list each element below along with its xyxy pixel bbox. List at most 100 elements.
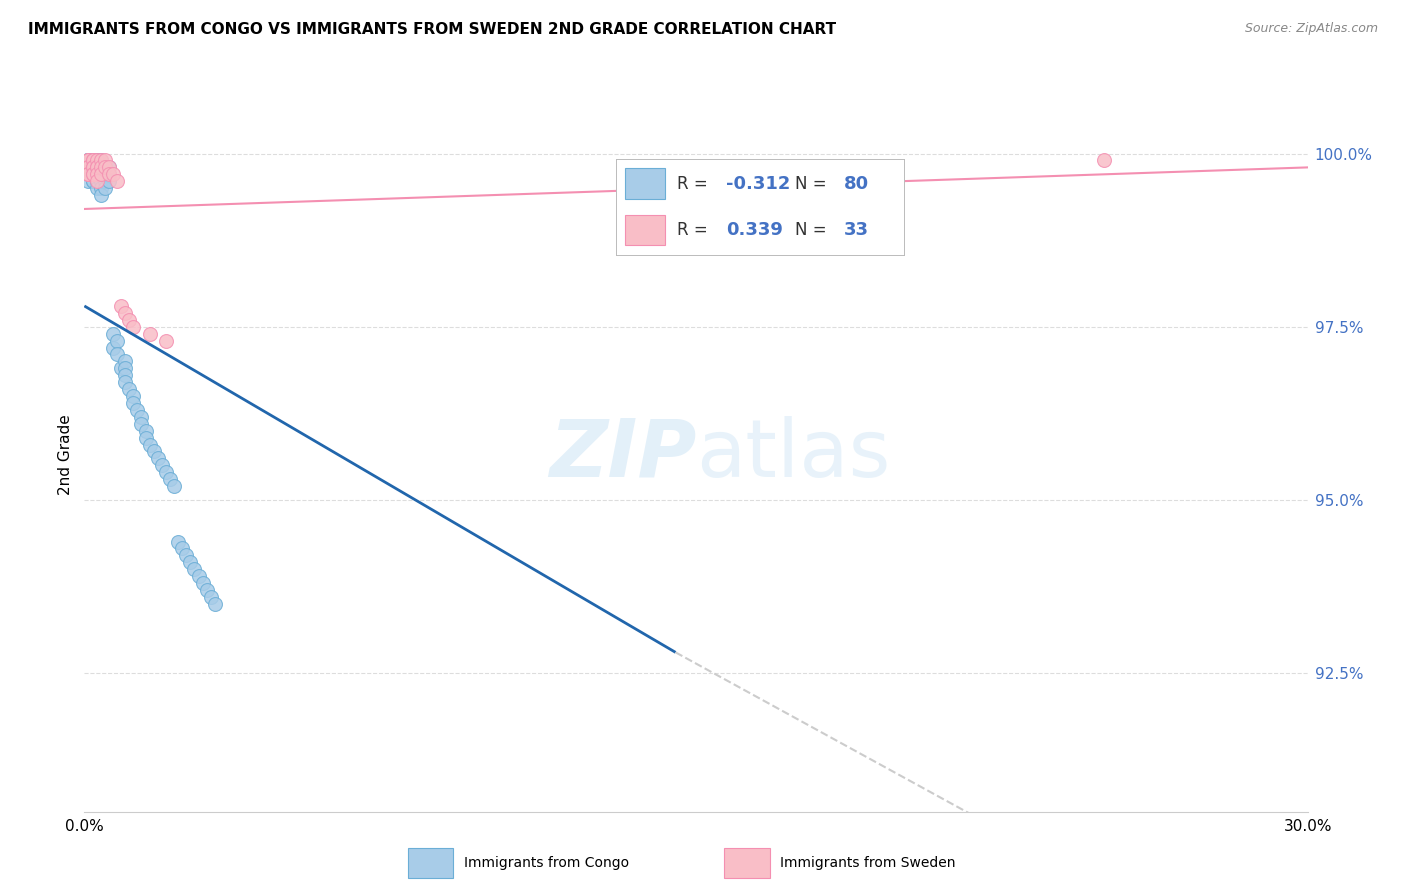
Point bbox=[90, 161, 112, 175]
Point bbox=[86, 161, 108, 175]
Point bbox=[131, 409, 153, 424]
Point bbox=[114, 375, 136, 389]
Point bbox=[110, 299, 132, 313]
Point bbox=[86, 167, 108, 181]
Point bbox=[187, 569, 209, 583]
Text: 0.339: 0.339 bbox=[725, 221, 783, 239]
Point bbox=[146, 451, 169, 466]
Point bbox=[101, 326, 124, 341]
Point bbox=[82, 153, 104, 168]
Point bbox=[82, 161, 104, 175]
Point bbox=[172, 541, 194, 556]
Text: Immigrants from Congo: Immigrants from Congo bbox=[464, 856, 628, 870]
Point bbox=[122, 389, 145, 403]
Point bbox=[86, 174, 108, 188]
Point bbox=[77, 161, 100, 175]
Text: atlas: atlas bbox=[696, 416, 890, 494]
Point bbox=[114, 368, 136, 383]
Point bbox=[86, 153, 108, 168]
Point bbox=[179, 555, 201, 569]
Text: R =: R = bbox=[676, 175, 713, 193]
Point bbox=[97, 167, 120, 181]
Point bbox=[90, 153, 112, 168]
Point bbox=[77, 161, 100, 175]
Point bbox=[150, 458, 173, 473]
Point bbox=[90, 153, 112, 168]
Point bbox=[77, 167, 100, 181]
Point bbox=[195, 582, 218, 597]
Point bbox=[90, 161, 112, 175]
Point bbox=[86, 161, 108, 175]
Point bbox=[93, 167, 117, 181]
Point bbox=[101, 341, 124, 355]
Point bbox=[127, 403, 149, 417]
Point bbox=[131, 417, 153, 431]
Point bbox=[97, 174, 120, 188]
Point bbox=[183, 562, 205, 576]
Point bbox=[191, 576, 214, 591]
Point bbox=[86, 161, 108, 175]
Point bbox=[82, 167, 104, 181]
Point bbox=[105, 334, 128, 348]
Point bbox=[82, 153, 104, 168]
Point bbox=[86, 181, 108, 195]
Bar bbox=[626, 169, 665, 199]
Point bbox=[97, 167, 120, 181]
Point bbox=[138, 437, 160, 451]
Point bbox=[82, 153, 104, 168]
Point bbox=[82, 153, 104, 168]
Point bbox=[163, 479, 186, 493]
Point bbox=[90, 174, 112, 188]
Point bbox=[82, 167, 104, 181]
Point bbox=[86, 161, 108, 175]
Point bbox=[155, 334, 177, 348]
Point bbox=[159, 472, 181, 486]
Point bbox=[82, 161, 104, 175]
Point bbox=[77, 153, 100, 168]
Text: N =: N = bbox=[794, 221, 831, 239]
Point bbox=[77, 153, 100, 168]
Point bbox=[82, 161, 104, 175]
Point bbox=[77, 153, 100, 168]
Point bbox=[82, 167, 104, 181]
Point bbox=[77, 167, 100, 181]
Point bbox=[82, 174, 104, 188]
Point bbox=[86, 167, 108, 181]
Point bbox=[200, 590, 222, 604]
Point bbox=[77, 153, 100, 168]
Point bbox=[135, 424, 157, 438]
Point bbox=[1092, 153, 1115, 168]
Point bbox=[90, 167, 112, 181]
Bar bbox=[626, 215, 665, 245]
Text: N =: N = bbox=[794, 175, 831, 193]
Point bbox=[105, 174, 128, 188]
Point bbox=[97, 161, 120, 175]
Point bbox=[105, 347, 128, 361]
Point bbox=[155, 465, 177, 479]
Point bbox=[93, 161, 117, 175]
Point bbox=[93, 174, 117, 188]
Point bbox=[93, 153, 117, 168]
Point bbox=[82, 167, 104, 181]
Point bbox=[122, 319, 145, 334]
Point bbox=[77, 153, 100, 168]
Text: ZIP: ZIP bbox=[548, 416, 696, 494]
Point bbox=[122, 396, 145, 410]
Point bbox=[77, 153, 100, 168]
Point bbox=[86, 167, 108, 181]
Point bbox=[114, 306, 136, 320]
Point bbox=[77, 167, 100, 181]
Point bbox=[77, 167, 100, 181]
Point bbox=[101, 167, 124, 181]
Point bbox=[93, 161, 117, 175]
Point bbox=[135, 431, 157, 445]
Bar bbox=[408, 848, 453, 878]
Point bbox=[142, 444, 165, 458]
Text: 80: 80 bbox=[844, 175, 869, 193]
Point bbox=[77, 174, 100, 188]
Point bbox=[82, 153, 104, 168]
Text: Source: ZipAtlas.com: Source: ZipAtlas.com bbox=[1244, 22, 1378, 36]
Point bbox=[93, 181, 117, 195]
Point bbox=[118, 382, 141, 396]
Point bbox=[176, 549, 198, 563]
